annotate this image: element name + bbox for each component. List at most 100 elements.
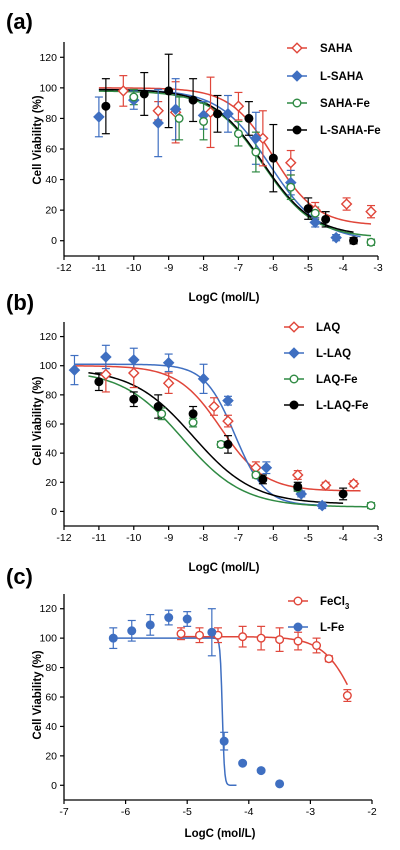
panel-a-point-saha-fe (199, 116, 209, 126)
panel-c-error-bars (109, 608, 352, 751)
panel-a-point-l-saha (169, 103, 182, 116)
panel-c-point-fecl3 (176, 629, 186, 639)
panel-c-y-tick-label: 80 (45, 662, 57, 674)
panel-a-legend-item-l-saha-fe: L-SAHA-Fe (287, 125, 381, 137)
panel-b-legend-item-l-laq: L-LAQ (284, 347, 351, 360)
panel-a-x-tick-label: -12 (56, 262, 71, 274)
panel-a-y-tick-label: 120 (39, 52, 57, 64)
panel-b-point-laq (162, 377, 175, 389)
panel-c-points (108, 613, 352, 789)
panel-a-point-saha (152, 104, 164, 117)
panel-b-x-tick-label: -6 (269, 532, 278, 544)
panel-b-x-tick-label: -7 (234, 532, 243, 544)
panel-c-point-l-fe (145, 620, 155, 630)
panel-b-legend-symbol-l-laq-fe (289, 400, 299, 410)
panel-b-x-tick-label: -10 (126, 532, 141, 544)
panel-b-axes (60, 322, 379, 530)
panel-c-point-l-fe (238, 758, 248, 768)
panel-a-point-l-saha (309, 216, 321, 229)
panel-a-point-saha (117, 85, 130, 97)
panel-b-point-laq (222, 415, 234, 427)
panel-b-x-tick-label: -3 (373, 532, 382, 544)
panel-b-x-tick-label: -5 (304, 532, 313, 544)
panel-a-legend-item-saha: SAHA (287, 42, 353, 55)
panel-a-point-l-saha-fe (303, 204, 313, 214)
panel-a-x-tick-label: -7 (234, 262, 243, 274)
panel-a-point-saha (204, 106, 217, 119)
panel-b-legend-symbol-l-laq (288, 347, 300, 359)
panel-a-point-l-saha (222, 108, 234, 120)
panel-c-point-fecl3 (195, 630, 205, 640)
panel-c-y-tick-labels: 0 20 40 60 80 100 120 (39, 603, 57, 792)
panel-c-x-tick-label: -2 (367, 806, 376, 818)
panel-a-legend-label-saha-fe: SAHA-Fe (320, 98, 370, 110)
panel-c-legend-symbol-l-fe (293, 622, 303, 632)
panel-c-y-tick-label: 100 (39, 633, 57, 645)
panel-b-point-laq-fe (188, 418, 198, 428)
panel-b-point-l-laq (127, 354, 140, 366)
panel-a: (a) Cell Viability (%) LogC (mol/L) -12-… (6, 9, 383, 304)
panel-c-legend: FeCl3 L-Fe (288, 596, 350, 634)
panel-a-curves (98, 87, 372, 238)
panel-a-x-tick-label: -4 (338, 262, 347, 274)
panel-a-legend-marker-saha-fe (287, 98, 307, 108)
panel-c-label: (c) (6, 564, 33, 589)
panel-b-y-tick-label: 20 (45, 477, 57, 489)
panel-b-point-laq (208, 400, 220, 413)
panel-a-point-l-saha-fe (188, 95, 198, 105)
panel-c-legend-item-fecl3: FeCl3 (288, 596, 350, 611)
panel-a-point-l-saha-fe (349, 236, 359, 246)
panel-a-point-l-saha-fe (101, 101, 111, 111)
panel-b-x-tick-labels: -12 -11 -10 -9 -8 -7 -6 -5 -4 -3 (56, 532, 382, 544)
panel-b-legend-label-l-laq-fe: L-LAQ-Fe (316, 400, 368, 412)
panel-b-point-l-laq (100, 351, 112, 363)
panel-c-point-l-fe (207, 627, 217, 637)
panel-b-point-laq (319, 479, 332, 491)
panel-a-y-tick-label: 60 (45, 144, 57, 156)
panel-a-x-tick-label: -5 (304, 262, 313, 274)
panel-c-x-axis-title: LogC (mol/L) (185, 828, 256, 840)
panel-c-point-l-fe (108, 633, 118, 643)
panel-b-legend-label-l-laq: L-LAQ (316, 348, 351, 360)
panel-a-point-l-saha-fe (139, 89, 149, 99)
panel-b-y-tick-label: 100 (39, 360, 57, 372)
panel-c-point-fecl3 (324, 654, 334, 664)
panel-c-point-l-fe (275, 779, 285, 789)
panel-b-y-tick-label: 120 (39, 331, 57, 343)
panel-b-label: (b) (6, 290, 34, 315)
panel-a-point-saha-fe (233, 129, 243, 139)
panel-a-legend: SAHA L-SAHA SAHA-Fe L-SAHA-Fe (287, 42, 381, 137)
panel-b-point-l-laq-fe (129, 394, 139, 404)
panel-a-y-tick-label: 40 (45, 174, 57, 186)
panel-b-legend-marker-laq-fe (284, 374, 304, 384)
panel-a-y-tick-label: 0 (51, 235, 57, 247)
panel-b-point-laq-fe (251, 470, 261, 480)
fecl3-label-subscript: 3 (345, 602, 350, 611)
panel-a-legend-label-saha: SAHA (320, 43, 353, 55)
panel-c-y-tick-label: 40 (45, 721, 57, 733)
panel-a-axes (60, 42, 379, 260)
panel-a-point-l-saha (152, 117, 164, 129)
panel-c-legend-symbol-fecl3 (293, 596, 303, 606)
panel-b-point-l-laq-fe (293, 482, 303, 492)
panel-b-point-laq (127, 367, 140, 379)
panel-b-legend-label-laq-fe: LAQ-Fe (316, 374, 358, 386)
panel-a-x-tick-label: -3 (373, 262, 382, 274)
panel-b-points (68, 351, 376, 512)
panel-b-legend-symbol-laq-fe (289, 374, 299, 384)
panel-c-legend-item-l-fe: L-Fe (288, 622, 344, 634)
panel-a-x-tick-labels: -12 -11 -10 -9 -8 -7 -6 -5 -4 -3 (56, 262, 382, 274)
panel-a-legend-symbol-l-saha (291, 70, 303, 82)
panel-b-y-tick-label: 80 (45, 389, 57, 401)
panel-b-x-tick-label: -4 (338, 532, 347, 544)
panel-c-y-tick-label: 60 (45, 692, 57, 704)
panel-b-point-l-laq (316, 499, 328, 512)
panel-a-y-axis-title: Cell Viability (%) (32, 95, 44, 184)
panel-b-point-laq (100, 368, 112, 381)
panel-b-point-laq-fe (366, 501, 376, 511)
panel-c-x-tick-labels: -7 -6 -5 -4 -3 -2 (59, 806, 376, 818)
panel-a-point-l-saha (250, 132, 262, 145)
panel-a-point-l-saha (330, 231, 342, 244)
fecl3-label-main: FeCl (320, 596, 345, 608)
panel-b-point-l-laq (222, 394, 234, 407)
